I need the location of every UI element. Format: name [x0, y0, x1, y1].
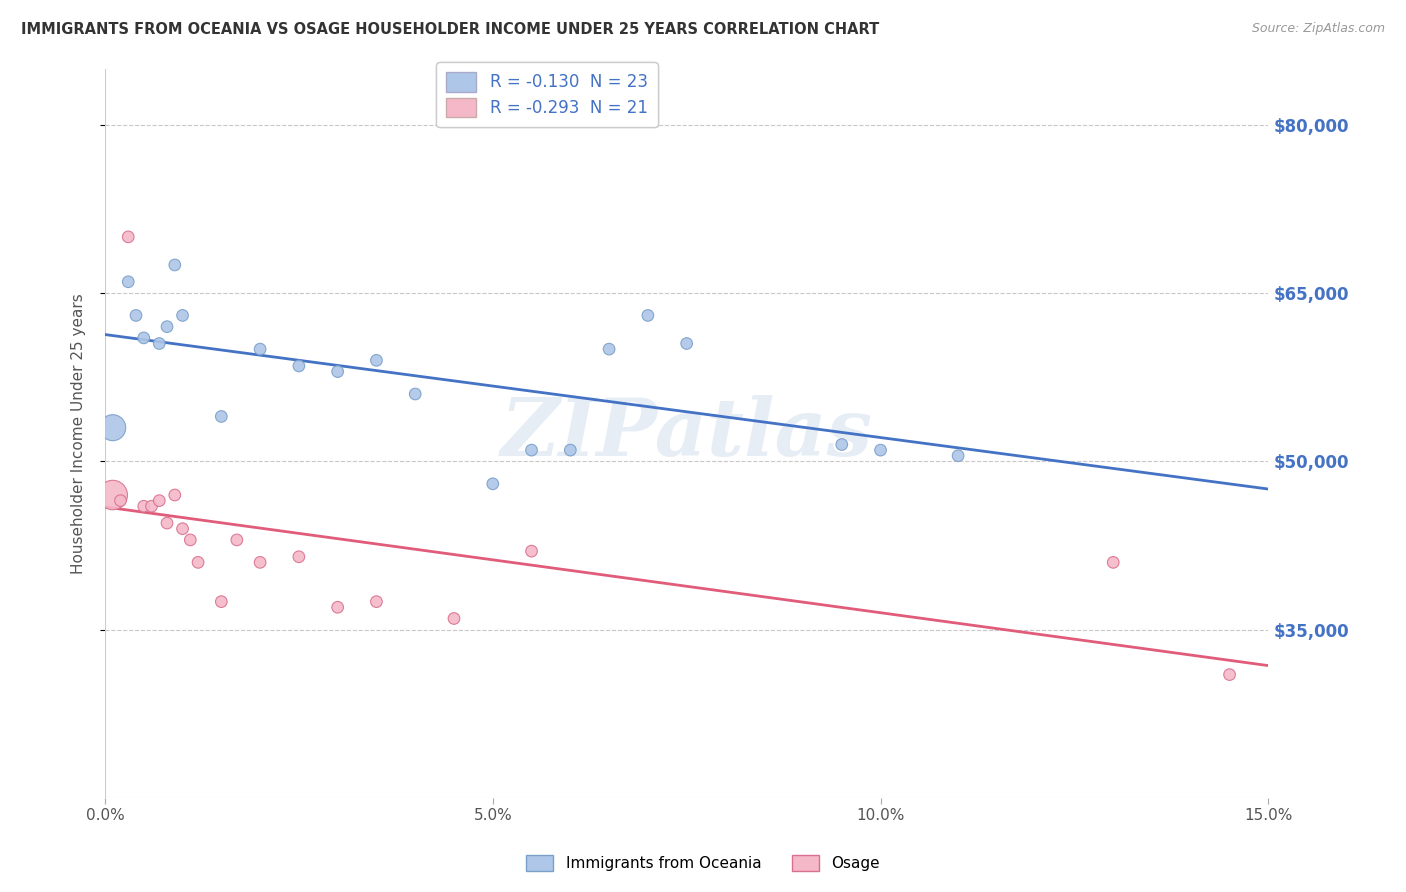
Point: [520, 544, 543, 558]
Point: [110, 493, 132, 508]
Point: [831, 437, 853, 451]
Point: [288, 549, 311, 564]
Point: [187, 555, 209, 569]
Point: [404, 387, 426, 401]
Point: [125, 309, 148, 323]
Point: [179, 533, 201, 547]
Legend: Immigrants from Oceania, Osage: Immigrants from Oceania, Osage: [520, 849, 886, 877]
Point: [148, 493, 170, 508]
Point: [163, 488, 186, 502]
Point: [326, 365, 349, 379]
Point: [141, 500, 163, 514]
Text: Source: ZipAtlas.com: Source: ZipAtlas.com: [1251, 22, 1385, 36]
Point: [209, 594, 232, 608]
Legend: R = -0.130  N = 23, R = -0.293  N = 21: R = -0.130 N = 23, R = -0.293 N = 21: [436, 62, 658, 128]
Point: [156, 319, 179, 334]
Point: [481, 476, 503, 491]
Point: [117, 230, 139, 244]
Point: [101, 420, 124, 434]
Point: [366, 353, 388, 368]
Point: [249, 555, 271, 569]
Point: [560, 443, 582, 458]
Point: [598, 342, 620, 356]
Point: [148, 336, 170, 351]
Point: [132, 331, 155, 345]
Point: [117, 275, 139, 289]
Point: [443, 611, 465, 625]
Point: [1102, 555, 1125, 569]
Point: [869, 443, 891, 458]
Text: ZIPatlas: ZIPatlas: [501, 394, 873, 472]
Point: [637, 309, 659, 323]
Point: [156, 516, 179, 530]
Point: [132, 500, 155, 514]
Point: [288, 359, 311, 373]
Point: [326, 600, 349, 615]
Point: [172, 309, 194, 323]
Point: [366, 594, 388, 608]
Point: [225, 533, 247, 547]
Point: [675, 336, 697, 351]
Point: [163, 258, 186, 272]
Y-axis label: Householder Income Under 25 years: Householder Income Under 25 years: [72, 293, 86, 574]
Point: [172, 522, 194, 536]
Point: [209, 409, 232, 424]
Point: [1219, 667, 1241, 681]
Point: [249, 342, 271, 356]
Point: [101, 488, 124, 502]
Point: [946, 449, 969, 463]
Point: [520, 443, 543, 458]
Text: IMMIGRANTS FROM OCEANIA VS OSAGE HOUSEHOLDER INCOME UNDER 25 YEARS CORRELATION C: IMMIGRANTS FROM OCEANIA VS OSAGE HOUSEHO…: [21, 22, 879, 37]
